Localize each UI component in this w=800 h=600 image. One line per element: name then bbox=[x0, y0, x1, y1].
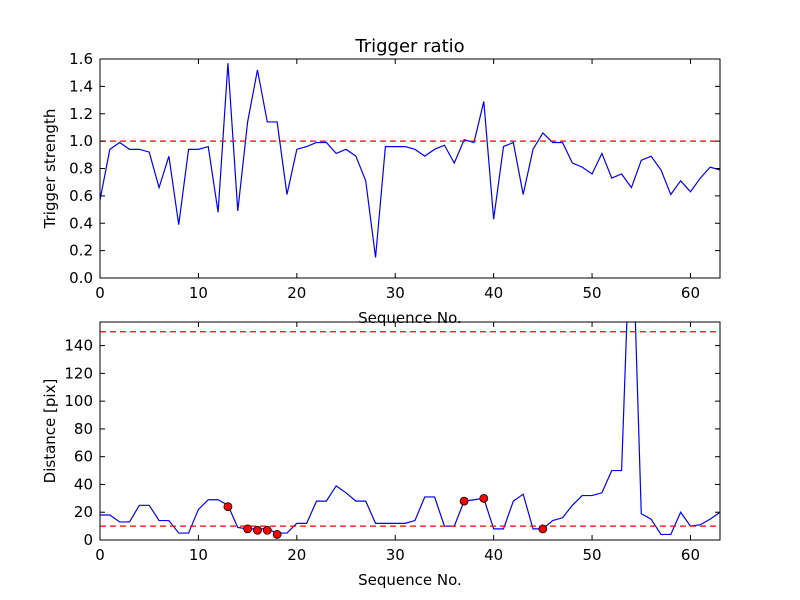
y-tick-label: 20 bbox=[74, 503, 93, 521]
marker-point-7 bbox=[538, 524, 548, 534]
x-tick-label: 10 bbox=[189, 284, 208, 302]
y-tick-label: 0 bbox=[83, 531, 93, 549]
series-line-0 bbox=[100, 63, 720, 258]
marker-point-5 bbox=[459, 496, 469, 506]
y-tick-label: 0.2 bbox=[69, 242, 93, 260]
y-axis-label: Trigger strength bbox=[41, 109, 59, 230]
chart-title: Trigger ratio bbox=[354, 36, 464, 57]
x-tick-label: 20 bbox=[287, 284, 306, 302]
marker-point-6 bbox=[479, 493, 489, 503]
y-tick-label: 1.0 bbox=[69, 132, 93, 150]
x-axis-label: Sequence No. bbox=[358, 309, 462, 327]
marker-point-3 bbox=[262, 525, 272, 535]
axes-frame bbox=[99, 321, 721, 541]
y-tick-label: 60 bbox=[74, 448, 93, 466]
marker-point-0 bbox=[223, 502, 233, 512]
marker-point-1 bbox=[243, 524, 253, 534]
y-tick-label: 40 bbox=[74, 475, 93, 493]
y-tick-label: 140 bbox=[64, 337, 93, 355]
x-tick-label: 60 bbox=[681, 546, 700, 564]
y-tick-label: 0.6 bbox=[69, 187, 93, 205]
y-tick-label: 0.8 bbox=[69, 160, 93, 178]
x-tick-label: 50 bbox=[583, 284, 602, 302]
x-tick-label: 60 bbox=[681, 284, 700, 302]
x-tick-label: 0 bbox=[95, 546, 105, 564]
x-tick-label: 0 bbox=[95, 284, 105, 302]
marker-point-4 bbox=[272, 530, 282, 539]
trigger-ratio-plot: 0 10 20 30 40 50 60 0.0 0.2 0.4 0.6 0.8 1.0 1.2 1.4 1.6… bbox=[41, 36, 721, 327]
x-tick-label: 50 bbox=[583, 546, 602, 564]
x-tick-label: 30 bbox=[386, 284, 405, 302]
y-tick-label: 100 bbox=[64, 392, 93, 410]
marker-point-2 bbox=[253, 525, 262, 535]
x-tick-label: 10 bbox=[189, 546, 208, 564]
distance-plot: 0 10 20 30 40 50 60 0 20 40 60 80 100 120 140 Sequence … bbox=[41, 321, 721, 589]
y-tick-label: 1.2 bbox=[69, 105, 93, 123]
y-tick-label: 120 bbox=[64, 364, 93, 382]
y-tick-label: 80 bbox=[74, 420, 93, 438]
axes-frame bbox=[99, 58, 721, 279]
y-tick-label: 0.0 bbox=[69, 269, 93, 287]
y-tick-label: 0.4 bbox=[69, 214, 93, 232]
x-tick-label: 40 bbox=[484, 546, 503, 564]
x-tick-label: 30 bbox=[386, 546, 405, 564]
x-tick-label: 40 bbox=[484, 284, 503, 302]
y-axis-label: Distance [pix] bbox=[41, 379, 59, 484]
series-line-0 bbox=[100, 322, 720, 536]
x-tick-label: 20 bbox=[287, 546, 306, 564]
y-tick-label: 1.4 bbox=[69, 77, 93, 95]
y-tick-label: 1.6 bbox=[69, 50, 93, 68]
x-axis-label: Sequence No. bbox=[358, 571, 462, 589]
